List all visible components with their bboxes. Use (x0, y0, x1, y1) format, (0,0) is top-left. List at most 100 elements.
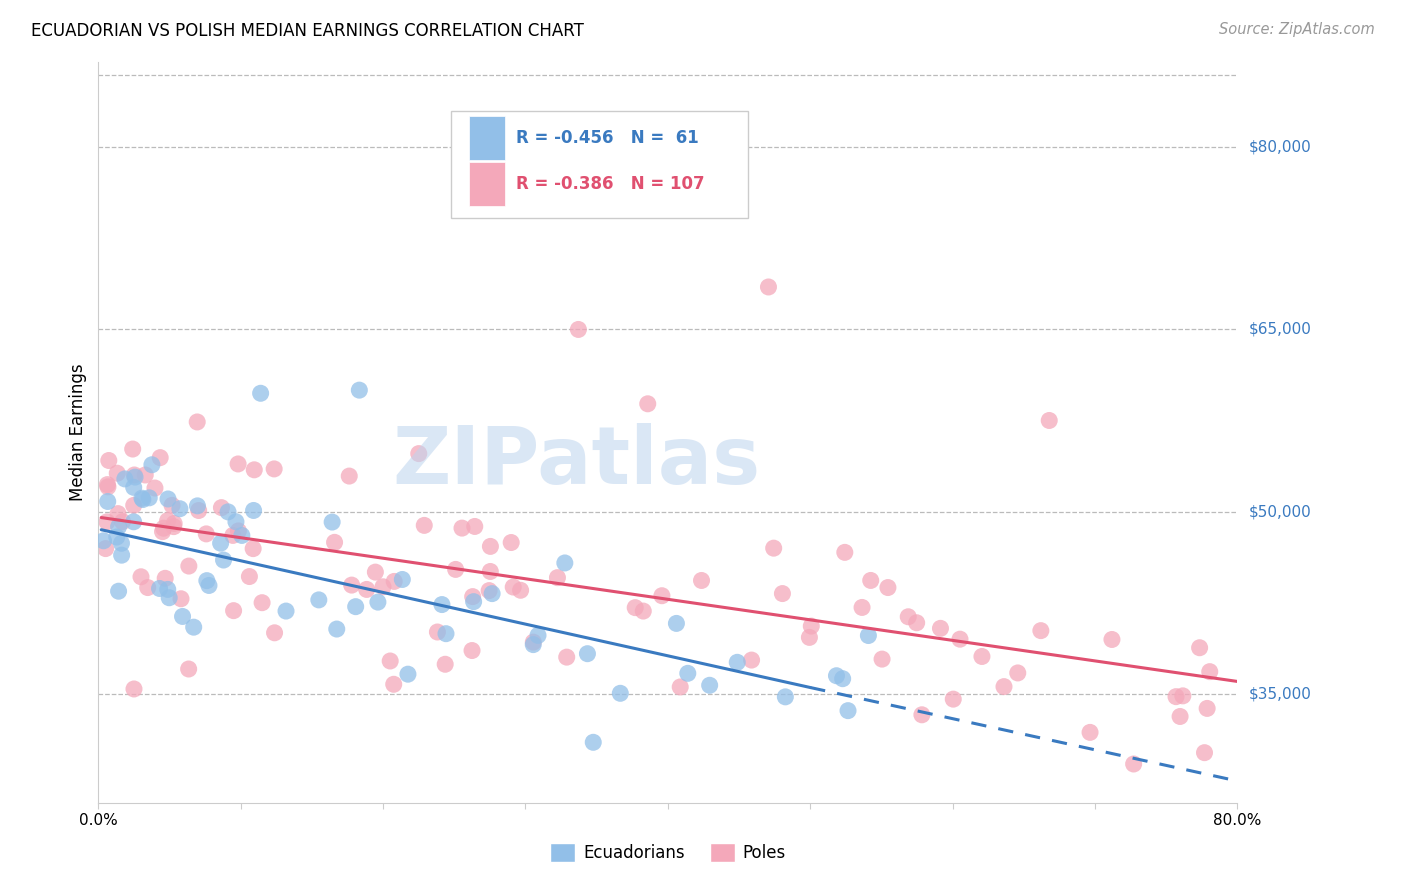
Text: Source: ZipAtlas.com: Source: ZipAtlas.com (1219, 22, 1375, 37)
Point (479, 540, 502, 554)
Point (1078, 725, 1101, 739)
Point (141, 458, 163, 472)
Point (576, 647, 599, 661)
Point (134, 467, 156, 482)
Point (1038, 413, 1060, 427)
Point (107, 519, 129, 533)
Point (107, 584, 129, 599)
Text: $80,000: $80,000 (1249, 140, 1312, 155)
Point (762, 541, 785, 556)
Point (371, 580, 394, 594)
Point (148, 582, 170, 596)
Point (198, 578, 221, 592)
Point (367, 595, 389, 609)
Point (831, 672, 853, 686)
Point (121, 442, 143, 456)
Point (242, 503, 264, 517)
Text: $50,000: $50,000 (1249, 504, 1312, 519)
Point (522, 635, 544, 649)
Point (222, 528, 245, 542)
Point (263, 625, 285, 640)
Point (478, 583, 501, 598)
Point (149, 450, 172, 465)
Y-axis label: Median Earnings: Median Earnings (69, 364, 87, 501)
Point (1198, 665, 1220, 679)
Point (170, 591, 193, 606)
Point (567, 322, 589, 336)
Point (169, 501, 191, 516)
Point (340, 578, 363, 592)
Point (444, 562, 467, 576)
Point (122, 480, 145, 494)
Point (1194, 746, 1216, 760)
Point (153, 571, 176, 585)
Point (186, 415, 208, 429)
Point (834, 545, 856, 559)
Point (799, 631, 821, 645)
Legend: Ecuadorians, Poles: Ecuadorians, Poles (543, 836, 793, 869)
Point (138, 491, 160, 505)
Point (463, 594, 485, 608)
Point (396, 667, 419, 681)
Point (582, 735, 605, 749)
Point (321, 515, 343, 529)
Point (1168, 709, 1191, 723)
Point (825, 669, 848, 683)
Point (665, 616, 688, 631)
Point (426, 625, 449, 640)
Point (105, 530, 128, 544)
Point (105, 467, 128, 481)
Point (195, 527, 218, 541)
Point (669, 680, 692, 694)
Point (1171, 689, 1194, 703)
Point (163, 516, 186, 531)
Point (156, 491, 179, 506)
Point (356, 582, 378, 597)
Point (382, 574, 405, 589)
Point (152, 521, 174, 535)
Point (107, 507, 129, 521)
Point (464, 519, 486, 533)
Point (637, 397, 659, 411)
Point (1007, 665, 1029, 680)
Point (434, 657, 457, 672)
Point (555, 650, 578, 665)
Point (94, 541, 117, 556)
Point (160, 499, 183, 513)
Point (349, 383, 371, 397)
Point (222, 604, 245, 618)
Point (502, 580, 524, 594)
Point (461, 590, 484, 604)
Point (111, 515, 134, 529)
Point (122, 515, 145, 529)
Point (156, 582, 179, 597)
Point (217, 505, 239, 519)
Point (143, 481, 166, 495)
Point (479, 565, 502, 579)
Point (905, 615, 928, 630)
Point (554, 556, 576, 570)
Point (546, 571, 568, 585)
Point (323, 535, 346, 549)
Point (770, 586, 793, 600)
Point (124, 467, 146, 482)
Point (633, 604, 655, 618)
Point (481, 586, 503, 600)
Point (929, 621, 952, 635)
Point (156, 514, 179, 528)
Point (1029, 624, 1052, 638)
Text: $65,000: $65,000 (1249, 322, 1312, 337)
Point (250, 596, 273, 610)
Point (858, 628, 880, 642)
Point (157, 591, 180, 605)
Point (1197, 701, 1219, 715)
Point (527, 628, 550, 642)
Point (758, 280, 780, 294)
Point (249, 386, 271, 401)
Text: ECUADORIAN VS POLISH MEDIAN EARNINGS CORRELATION CHART: ECUADORIAN VS POLISH MEDIAN EARNINGS COR… (31, 22, 583, 40)
Point (1188, 640, 1211, 655)
Point (434, 626, 457, 640)
Point (800, 619, 823, 633)
Point (699, 678, 721, 692)
Point (97, 494, 120, 508)
